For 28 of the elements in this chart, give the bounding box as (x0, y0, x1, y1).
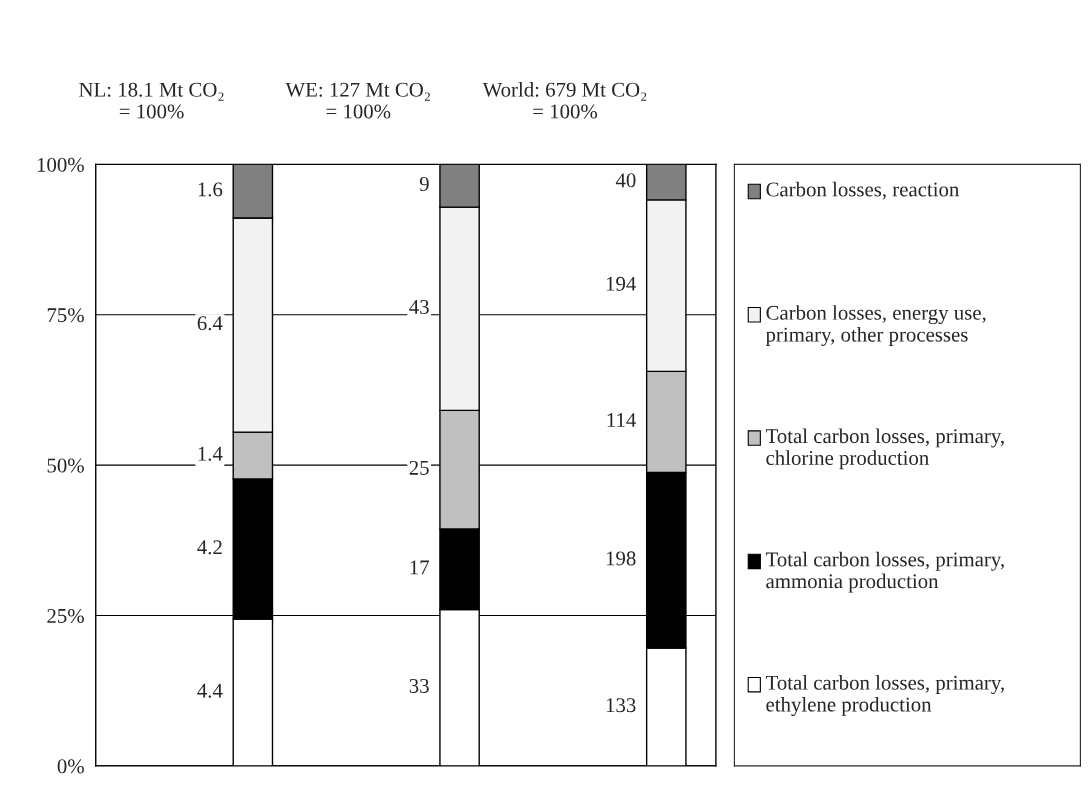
y-tick-label: 0% (57, 759, 84, 774)
annotation: 1.4 (198, 446, 223, 461)
annotation: 198 (606, 551, 636, 566)
annotation: 1.6 (198, 182, 223, 197)
legend-label: Total carbon losses, primary, ammonia production (765, 551, 1004, 593)
annotation: 9 (419, 176, 429, 191)
x-tick-label: World: 679 Mt CO₂ = 100% (482, 82, 647, 119)
annotation: 194 (606, 276, 636, 291)
legend-label: Carbon losses, energy use, primary, other processes (765, 305, 986, 346)
legend-label: Total carbon losses, primary, chlorine production (765, 428, 1004, 470)
annotation: 4.4 (197, 683, 223, 698)
y-tick-label: 25% (47, 608, 84, 624)
y-tick-label: 75% (47, 308, 84, 323)
legend-label: Carbon losses, reaction (766, 181, 960, 200)
annotation: 25 (409, 460, 429, 475)
legend-label: Total carbon losses, primary, ethylene production (765, 675, 1004, 716)
x-tick-label: NL: 18.1 Mt CO₂ = 100% (79, 82, 224, 119)
annotation: 133 (606, 698, 636, 713)
y-tick-label: 100% (37, 157, 84, 172)
y-tick-label: 50% (47, 458, 84, 473)
annotation: 4.2 (197, 540, 222, 555)
annotation: 40 (615, 173, 636, 188)
annotation: 33 (409, 678, 429, 693)
annotation: 17 (410, 560, 429, 575)
annotation: 6.4 (197, 316, 223, 331)
x-tick-label: WE: 127 Mt CO₂ = 100% (285, 82, 430, 119)
annotation: 43 (409, 299, 429, 314)
annotation: 114 (607, 413, 636, 427)
